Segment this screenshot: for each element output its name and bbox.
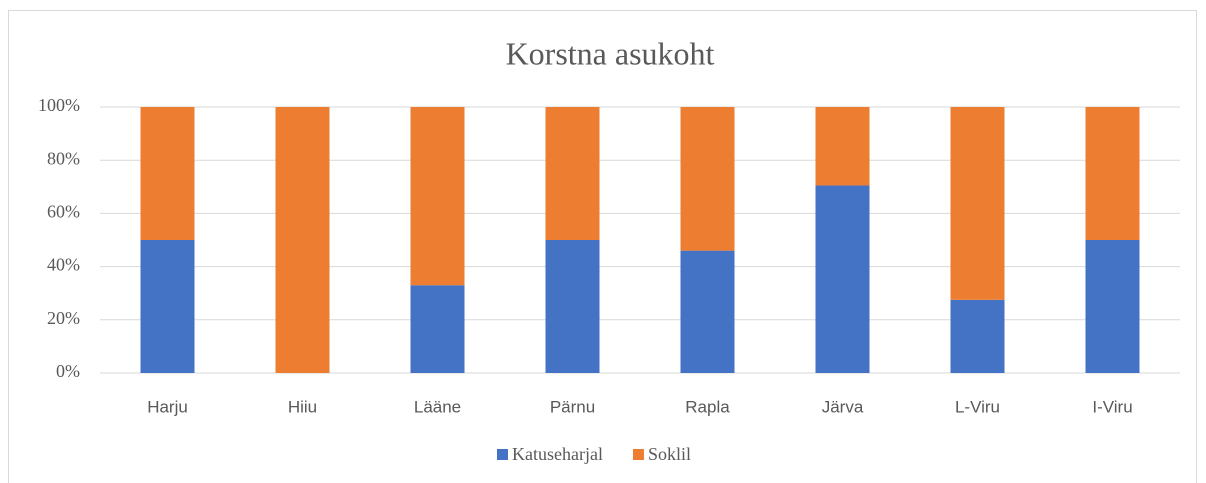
bar-segment bbox=[815, 107, 870, 186]
y-tick-label: 100% bbox=[38, 95, 80, 115]
bar-segment bbox=[545, 107, 600, 240]
x-tick-label: L-Viru bbox=[955, 397, 1000, 416]
bar-segment bbox=[1085, 240, 1140, 373]
bar-segment bbox=[410, 285, 465, 373]
bar-segment bbox=[545, 240, 600, 373]
bar-segment bbox=[410, 107, 465, 286]
x-tick-label: I-Viru bbox=[1092, 397, 1132, 416]
x-tick-label: Harju bbox=[147, 397, 188, 416]
bar-segment bbox=[140, 107, 195, 240]
bar-segment bbox=[815, 185, 870, 373]
bar-segment bbox=[680, 250, 735, 373]
legend-label: Katuseharjal bbox=[512, 444, 603, 464]
chart-title: Korstna asukoht bbox=[506, 35, 715, 71]
x-tick-label: Lääne bbox=[414, 397, 461, 416]
x-tick-label: Hiiu bbox=[288, 397, 317, 416]
y-tick-label: 0% bbox=[56, 361, 80, 381]
y-tick-label: 80% bbox=[47, 148, 80, 168]
x-tick-label: Rapla bbox=[685, 397, 730, 416]
bar-segment bbox=[950, 107, 1005, 300]
legend-label: Soklil bbox=[648, 444, 691, 464]
y-tick-label: 20% bbox=[47, 308, 80, 328]
x-tick-label: Järva bbox=[822, 397, 864, 416]
legend-swatch bbox=[497, 449, 508, 460]
bar-segment bbox=[275, 107, 330, 373]
bar-segment bbox=[950, 299, 1005, 373]
bar-segment bbox=[680, 107, 735, 251]
bar-segment bbox=[1085, 107, 1140, 240]
y-tick-label: 40% bbox=[47, 255, 80, 275]
bar-segment bbox=[140, 240, 195, 373]
y-tick-label: 60% bbox=[47, 202, 80, 222]
legend-swatch bbox=[632, 449, 644, 460]
chart-frame bbox=[8, 10, 1197, 483]
x-tick-label: Pärnu bbox=[550, 397, 595, 416]
